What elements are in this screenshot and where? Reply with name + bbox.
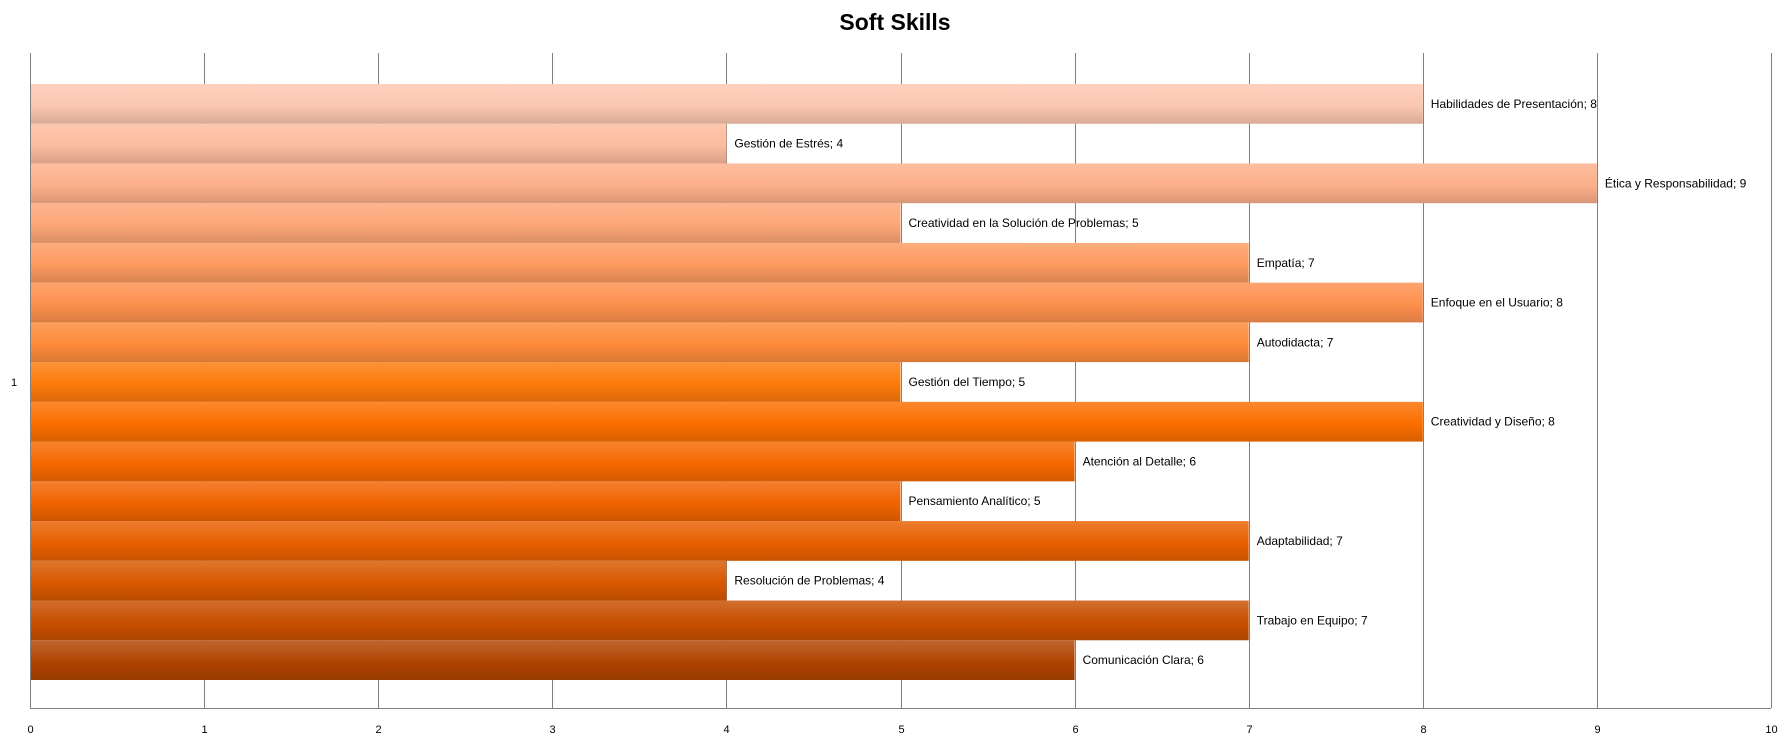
bar-gesti-n-del-tiempo bbox=[30, 362, 901, 402]
x-tick-label: 8 bbox=[1420, 724, 1426, 736]
data-label: Gestión de Estrés; 4 bbox=[734, 137, 843, 151]
data-label: Creatividad y Diseño; 8 bbox=[1431, 415, 1555, 429]
x-tick-label: 3 bbox=[549, 724, 555, 736]
axes: 0 1 2 3 4 5 6 7 8 9 10 bbox=[27, 53, 1778, 736]
data-label: Comunicación Clara; 6 bbox=[1083, 653, 1205, 667]
data-labels: Comunicación Clara; 6 Trabajo en Equipo; … bbox=[734, 97, 1746, 667]
data-label: Pensamiento Analítico; 5 bbox=[909, 494, 1041, 508]
data-label: Enfoque en el Usuario; 8 bbox=[1431, 296, 1563, 310]
x-tick-label: 10 bbox=[1765, 724, 1777, 736]
bar-gesti-n-de-estr-s bbox=[30, 123, 727, 164]
data-label: Ética y Responsabilidad; 9 bbox=[1605, 175, 1747, 190]
x-tick-label: 4 bbox=[723, 724, 729, 736]
data-label: Resolución de Problemas; 4 bbox=[734, 574, 884, 588]
data-label: Empatía; 7 bbox=[1257, 256, 1315, 270]
bar-atenci-n-al-detalle bbox=[30, 441, 1075, 482]
x-tick-label: 1 bbox=[201, 724, 207, 736]
data-label: Gestión del Tiempo; 5 bbox=[909, 375, 1026, 389]
bar-comunicaci-n-clara bbox=[30, 640, 1075, 680]
bar-trabajo-en-equipo bbox=[30, 600, 1249, 641]
bar-enfoque-en-el-usuario bbox=[30, 282, 1423, 323]
data-label: Habilidades de Presentación; 8 bbox=[1431, 97, 1597, 111]
data-label: Autodidacta; 7 bbox=[1257, 335, 1334, 349]
category-axis-label: 1 bbox=[11, 377, 17, 389]
bar-creatividad-en-la-soluci-n-de-problemas bbox=[30, 203, 901, 243]
data-label: Adaptabilidad; 7 bbox=[1257, 534, 1343, 548]
chart-title: Soft Skills bbox=[839, 9, 950, 35]
x-tick-label: 0 bbox=[27, 724, 33, 736]
bar-tica-y-responsabilidad bbox=[30, 163, 1597, 204]
bar-habilidades-de-presentaci-n bbox=[30, 84, 1423, 124]
data-label: Creatividad en la Solución de Problemas;… bbox=[909, 216, 1139, 230]
x-tick-label: 6 bbox=[1072, 724, 1078, 736]
bar-autodidacta bbox=[30, 322, 1249, 363]
bar-empat-a bbox=[30, 242, 1249, 283]
x-tick-label: 2 bbox=[375, 724, 381, 736]
bar-creatividad-y-dise-o bbox=[30, 401, 1423, 442]
x-tick-label: 7 bbox=[1246, 724, 1252, 736]
data-label: Atención al Detalle; 6 bbox=[1083, 454, 1197, 468]
bars bbox=[30, 84, 1597, 680]
bar-resoluci-n-de-problemas bbox=[30, 560, 727, 601]
bar-pensamiento-anal-tico bbox=[30, 481, 901, 522]
bar-adaptabilidad bbox=[30, 521, 1249, 561]
x-tick-label: 5 bbox=[898, 724, 904, 736]
x-tick-label: 9 bbox=[1594, 724, 1600, 736]
data-label: Trabajo en Equipo; 7 bbox=[1257, 613, 1368, 627]
